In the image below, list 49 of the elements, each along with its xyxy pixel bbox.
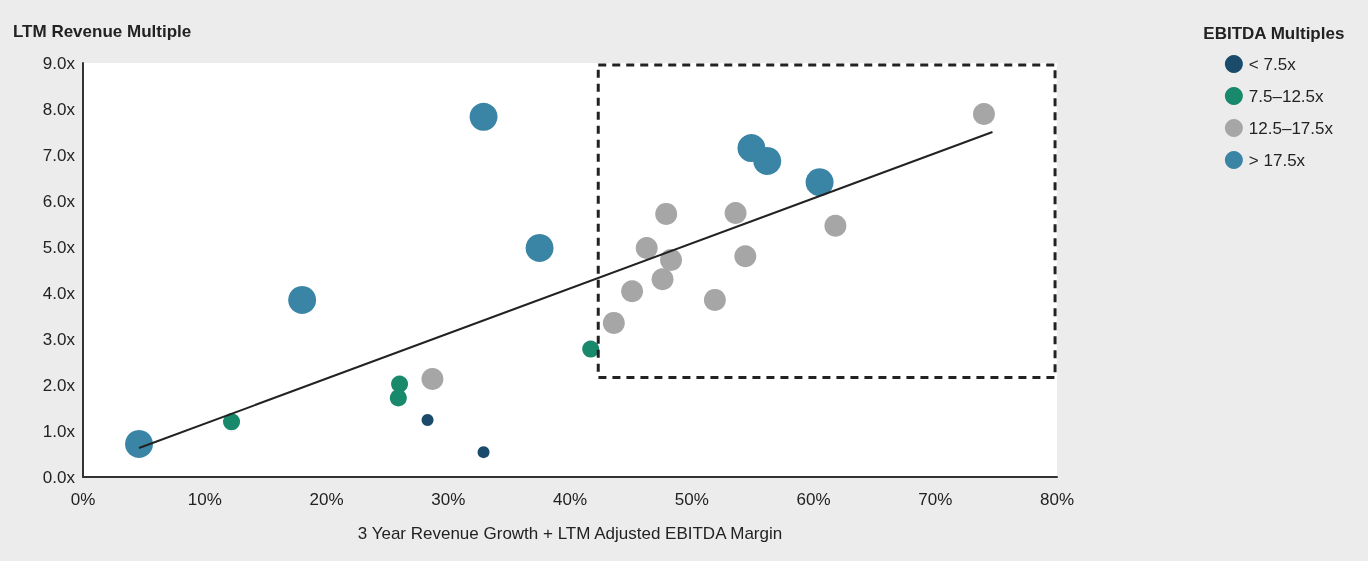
x-tick-label: 60% (796, 490, 831, 509)
point (703, 288, 726, 311)
y-tick-label: 4.0x (42, 283, 76, 303)
point (421, 368, 444, 391)
point (582, 340, 600, 358)
y-tick-label: 3.0x (42, 329, 76, 349)
y-tick-label: 7.0x (42, 145, 76, 165)
x-tick-label: 70% (918, 490, 953, 509)
point (525, 233, 554, 262)
point (660, 248, 683, 271)
y-tick-label: 5.0x (42, 237, 76, 257)
x-tick-label: 20% (309, 490, 344, 509)
point (125, 429, 154, 458)
y-tick-label: 1.0x (42, 421, 76, 441)
point (724, 201, 747, 224)
legend-label: < 7.5x (1248, 54, 1297, 74)
x-tick-label: 50% (674, 490, 709, 509)
x-axis-title: 3 Year Revenue Growth + LTM Adjusted EBITDA Margin (357, 524, 783, 543)
point (223, 413, 241, 431)
point (421, 413, 434, 426)
y-tick-label: 0.0x (42, 467, 76, 487)
x-tick-label: 10% (187, 490, 222, 509)
legend-label: > 17.5x (1248, 150, 1306, 170)
y-axis-title: LTM Revenue Multiple (13, 22, 192, 41)
point (389, 389, 407, 407)
point (655, 202, 678, 225)
y-tick-label: 2.0x (42, 375, 76, 395)
x-tick-label: 30% (431, 490, 466, 509)
point (477, 446, 490, 459)
x-tick-label: 0% (70, 490, 96, 509)
point (651, 268, 674, 291)
y-tick-label: 8.0x (42, 99, 76, 119)
y-tick-label: 6.0x (42, 191, 76, 211)
point (753, 146, 782, 175)
point (805, 168, 834, 197)
point (288, 285, 317, 314)
x-tick-label: 40% (552, 490, 588, 509)
point (824, 214, 847, 237)
point (734, 245, 757, 268)
legend-title: EBITDA Multiples (1203, 24, 1345, 43)
point (635, 236, 658, 259)
point (602, 311, 625, 334)
point (621, 280, 644, 303)
point (469, 102, 498, 131)
x-tick-label: 80% (1039, 490, 1075, 509)
legend-label: 12.5–17.5x (1248, 118, 1334, 138)
y-tick-label: 9.0x (42, 53, 76, 73)
legend-label: 7.5–12.5x (1248, 86, 1325, 106)
point (972, 103, 995, 126)
